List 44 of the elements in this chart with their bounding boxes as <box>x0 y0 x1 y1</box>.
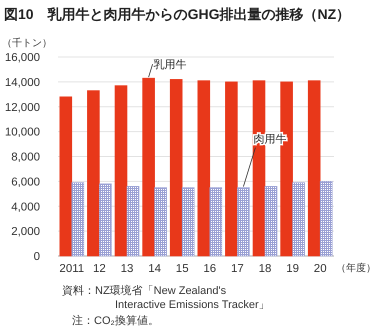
bar <box>170 79 182 256</box>
bar <box>210 187 222 256</box>
bar <box>72 182 84 256</box>
bar <box>154 187 167 256</box>
x-tick-label: 15 <box>176 263 189 275</box>
x-tick-label: 13 <box>120 263 134 275</box>
x-tick-label: 12 <box>93 263 106 275</box>
x-tick-label: 2011 <box>59 263 84 275</box>
x-tick-label: 17 <box>231 263 244 275</box>
text: 資料：NZ環境省「New Zealand's Interactive Emissions Tracker」 <box>62 284 270 311</box>
series-label: 乳用牛 <box>154 58 187 72</box>
x-axis-title: （年度） <box>336 262 376 274</box>
y-tick-label: 0 <box>34 251 40 263</box>
bar <box>87 90 100 256</box>
x-tick-label: 20 <box>314 263 327 275</box>
bar <box>292 182 305 256</box>
bar <box>126 186 140 256</box>
bar <box>142 78 155 256</box>
bar <box>99 184 112 256</box>
bar <box>114 85 128 256</box>
bar <box>60 96 72 256</box>
y-tick-label: 14,000 <box>4 76 40 89</box>
y-tick-label: 10,000 <box>4 126 40 139</box>
y-tick-label: 6,000 <box>11 176 40 188</box>
y-tick-label: 12,000 <box>4 102 40 114</box>
y-axis-title: （千トン） <box>2 37 52 49</box>
bar <box>252 80 266 256</box>
x-tick-label: 14 <box>148 263 162 275</box>
bar <box>320 181 332 256</box>
bar <box>225 82 238 256</box>
x-tick-label: 16 <box>203 263 216 275</box>
bar <box>182 187 194 256</box>
y-tick-label: 8,000 <box>11 152 40 164</box>
text: 注：CO₂換算値。 <box>72 314 159 327</box>
y-tick-label: 2,000 <box>11 226 40 238</box>
bar <box>198 80 210 256</box>
x-tick-label: 18 <box>258 263 272 275</box>
y-tick-label: 4,000 <box>11 201 40 214</box>
y-tick-label: 16,000 <box>4 52 40 64</box>
bar <box>237 187 250 256</box>
x-tick-label: 19 <box>286 263 299 275</box>
bar <box>308 80 320 256</box>
chart-title: 図10 乳用牛と肉用牛からのGHG排出量の推移（NZ） <box>4 6 350 22</box>
bar <box>264 186 278 256</box>
